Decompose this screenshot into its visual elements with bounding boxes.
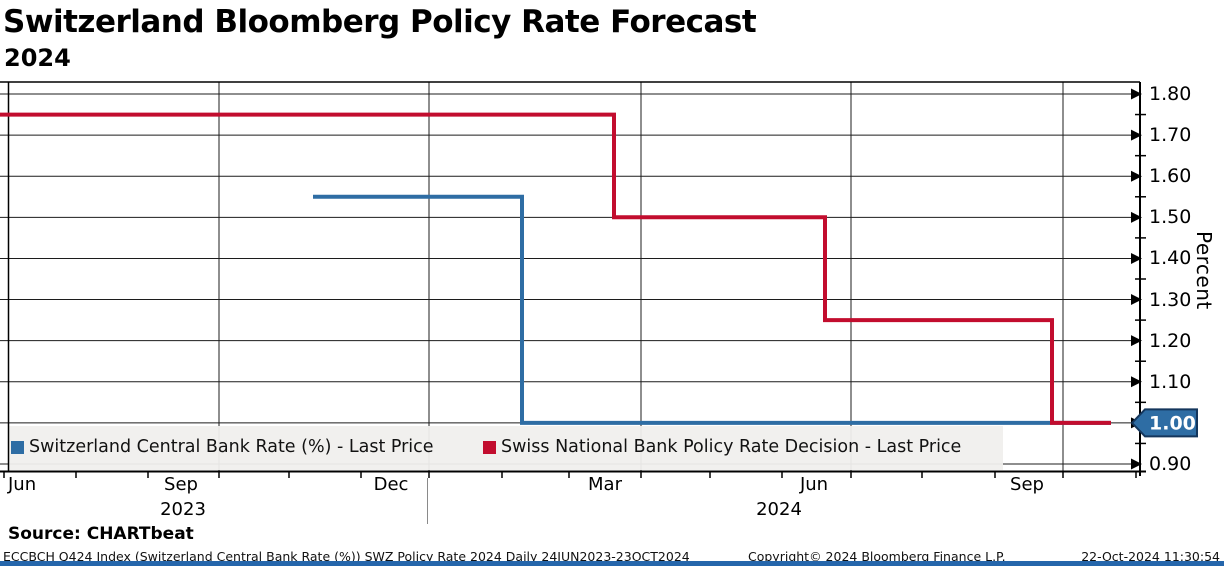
y-tick-label: 1.60 (1149, 165, 1192, 188)
chart-subtitle: 2024 (4, 44, 71, 72)
last-price-tag (1130, 408, 1198, 438)
footer-timestamp: 22-Oct-2024 11:30:54 (1081, 549, 1220, 564)
y-tick-label: 1.80 (1149, 83, 1192, 105)
chart-title: Switzerland Bloomberg Policy Rate Foreca… (3, 4, 757, 40)
y-tick-label: 1.30 (1149, 288, 1192, 311)
y-tick-arrow (1131, 170, 1142, 182)
y-tick-arrow (1131, 252, 1142, 264)
y-axis-title: Percent (1192, 231, 1216, 310)
x-tick-label: Sep (1010, 474, 1044, 495)
legend-label-red: Swiss National Bank Policy Rate Decision… (501, 437, 962, 457)
y-tick-arrow (1131, 129, 1142, 141)
legend-strip (9, 426, 1003, 470)
legend-swatch-blue (11, 441, 24, 454)
last-price-tag-value: 1.00 (1149, 412, 1196, 434)
y-tick-arrow (1131, 88, 1142, 100)
legend-label-blue: Switzerland Central Bank Rate (%) - Last… (29, 437, 434, 457)
x-year-label: 2024 (756, 499, 802, 520)
bottom-accent-bar (0, 561, 1224, 566)
year-separator-line (427, 478, 428, 524)
legend-swatch-red (483, 441, 496, 454)
source-line: Source: CHARTbeat (8, 524, 194, 544)
x-year-label: 2023 (160, 499, 206, 520)
x-tick-label: Sep (164, 474, 198, 495)
x-tick-label: Mar (588, 474, 622, 495)
x-tick-label: Jun (799, 474, 829, 495)
y-tick-label: 1.40 (1149, 247, 1192, 270)
y-tick-arrow (1131, 211, 1142, 223)
y-tick-label: 1.20 (1149, 329, 1192, 352)
y-tick-arrow (1131, 294, 1142, 306)
series-line-blue (313, 194, 1111, 425)
y-tick-arrow (1131, 335, 1142, 347)
footer-copyright: Copyright© 2024 Bloomberg Finance L.P. (748, 549, 1006, 564)
y-tick-label: 1.50 (1149, 206, 1192, 229)
x-tick-label: Jun (8, 474, 37, 495)
y-tick-label: 0.90 (1149, 453, 1192, 475)
x-tick-label: Dec (373, 474, 409, 495)
y-tick-label: 1.70 (1149, 124, 1192, 147)
footer-index-description: ECCBCH Q424 Index (Switzerland Central B… (3, 549, 690, 564)
y-tick-arrow (1131, 458, 1142, 470)
y-tick-label: 1.10 (1149, 370, 1192, 393)
y-tick-arrow (1131, 376, 1142, 388)
series-line-red (0, 112, 1111, 425)
